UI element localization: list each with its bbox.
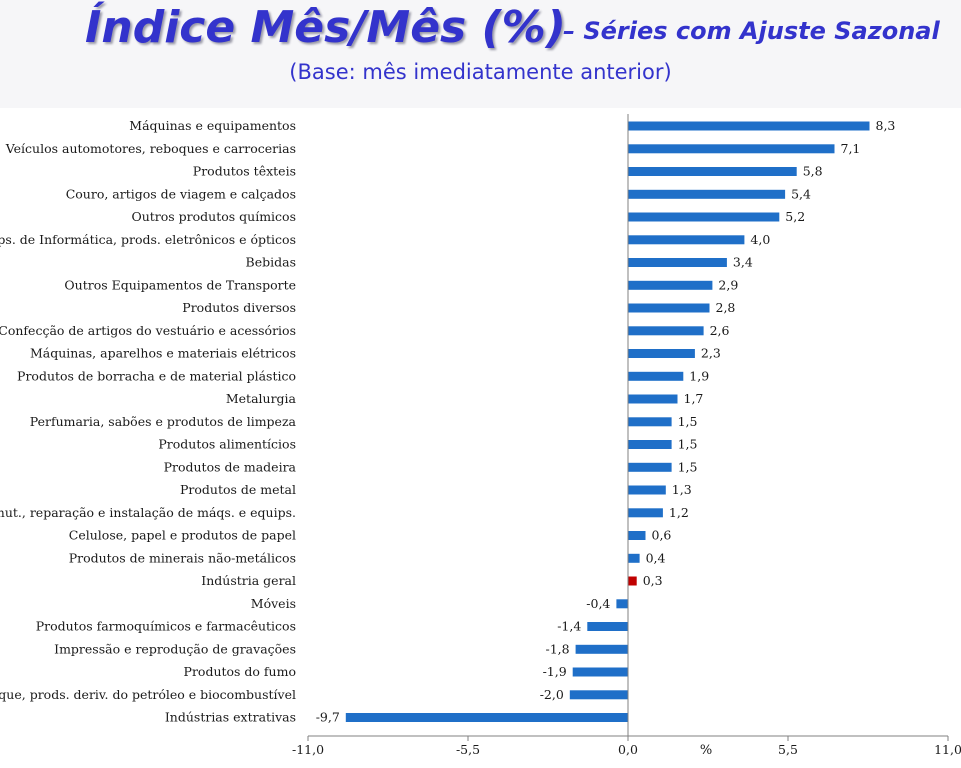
bar: [575, 644, 628, 654]
category-label: Produtos de borracha e de material plást…: [17, 368, 296, 383]
bar: [628, 303, 710, 313]
bar: [628, 485, 666, 495]
bar: [587, 622, 628, 631]
category-label: Máquinas e equipamentos: [129, 118, 296, 133]
value-label: 3,4: [733, 255, 753, 270]
bar: [628, 144, 835, 154]
value-label: 0,4: [646, 550, 666, 565]
bar: [628, 508, 663, 518]
category-label: Móveis: [251, 596, 296, 611]
value-label: 1,9: [689, 368, 709, 383]
value-label: 5,4: [791, 186, 811, 201]
category-label: Produtos farmoquímicos e farmacêuticos: [36, 619, 296, 634]
value-label: 2,3: [701, 346, 721, 361]
bar: [628, 349, 695, 358]
value-label: 1,3: [672, 482, 692, 497]
category-label: Manut., reparação e instalação de máqs. …: [0, 505, 296, 520]
value-label: 5,8: [803, 164, 823, 179]
page-subtitle: – Séries com Ajuste Sazonal: [563, 17, 940, 45]
category-label: Produtos alimentícios: [158, 437, 296, 452]
category-label: Veículos automotores, reboques e carroce…: [5, 141, 296, 156]
value-label: 2,8: [716, 300, 736, 315]
category-label: Indústria geral: [201, 573, 296, 588]
bar: [628, 258, 727, 267]
value-label: -2,0: [540, 687, 564, 702]
category-label: Outros Equipamentos de Transporte: [64, 277, 296, 292]
value-label: -0,4: [586, 596, 610, 611]
x-tick-label: 11,0: [934, 742, 961, 757]
bar: [628, 553, 640, 563]
bar: [628, 371, 684, 381]
x-tick-label: 0,0: [618, 742, 638, 757]
category-label: Bebidas: [246, 255, 296, 270]
category-label: Metalurgia: [226, 391, 297, 406]
x-tick-label: -5,5: [456, 742, 480, 757]
value-label: -1,4: [557, 619, 581, 634]
base-note: (Base: mês imediatamente anterior): [289, 60, 672, 84]
value-label: 1,7: [684, 391, 704, 406]
chart-area: Máquinas e equipamentos 8,3 Veículos autom…: [0, 108, 961, 768]
page-title: Índice Mês/Mês (%): [85, 2, 566, 53]
value-label: 5,2: [785, 209, 805, 224]
bar: [345, 713, 628, 722]
bar: [628, 440, 672, 449]
x-tick-label: -11,0: [292, 742, 324, 757]
bar: [628, 235, 745, 245]
bar: [628, 189, 786, 199]
value-label: 4,0: [750, 232, 770, 247]
value-label: 1,5: [678, 437, 698, 452]
value-label: -9,7: [316, 710, 340, 725]
bar: [628, 167, 797, 176]
value-label: -1,8: [545, 641, 569, 656]
value-label: 1,2: [669, 505, 689, 520]
bar: [628, 280, 713, 290]
category-label: Confecção de artigos do vestuário e aces…: [0, 323, 296, 338]
category-label: Equips. de Informática, prods. eletrônic…: [0, 232, 296, 247]
value-label: 0,6: [652, 528, 672, 543]
x-axis-label: %: [700, 743, 712, 758]
bar: [628, 462, 672, 472]
category-label: Produtos do fumo: [184, 664, 296, 679]
bar: [569, 690, 628, 700]
bar: [616, 599, 628, 609]
bar-chart: Máquinas e equipamentos 8,3 Veículos autom…: [0, 114, 961, 758]
category-label: Produtos têxteis: [193, 164, 296, 179]
value-label: 7,1: [841, 141, 861, 156]
value-label: 1,5: [678, 459, 698, 474]
category-label: Produtos de madeira: [164, 459, 297, 474]
bar: [628, 417, 672, 427]
category-label: Máquinas, aparelhos e materiais elétrico…: [30, 346, 296, 361]
bar: [628, 212, 780, 222]
category-label: Coque, prods. deriv. do petróleo e bioco…: [0, 687, 296, 702]
bar: [628, 121, 870, 131]
bar: [572, 667, 628, 677]
x-tick-label: 5,5: [778, 742, 798, 757]
category-label: Outros produtos químicos: [131, 209, 296, 224]
value-label: 0,3: [643, 573, 663, 588]
category-label: Produtos diversos: [182, 300, 296, 315]
category-label: Perfumaria, sabões e produtos de limpeza: [30, 414, 297, 429]
value-label: 8,3: [876, 118, 896, 133]
value-label: 2,9: [718, 277, 738, 292]
value-label: 1,5: [678, 414, 698, 429]
category-label: Produtos de minerais não-metálicos: [69, 550, 296, 565]
value-label: 2,6: [710, 323, 730, 338]
category-label: Celulose, papel e produtos de papel: [69, 528, 296, 543]
category-label: Couro, artigos de viagem e calçados: [66, 186, 296, 201]
bar: [628, 531, 646, 540]
category-label: Indústrias extrativas: [165, 710, 296, 725]
category-label: Impressão e reprodução de gravações: [54, 641, 296, 656]
category-label: Produtos de metal: [180, 482, 296, 497]
bar: [628, 576, 637, 586]
bar: [628, 326, 704, 336]
bar: [628, 394, 678, 404]
value-label: -1,9: [543, 664, 567, 679]
